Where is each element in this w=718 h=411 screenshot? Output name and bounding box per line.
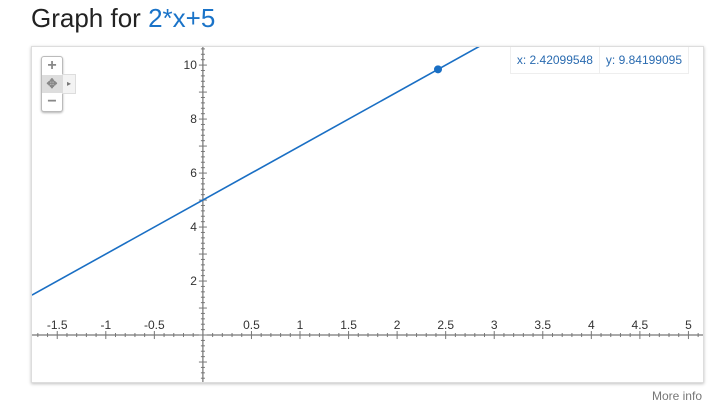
readout-y: y: 9.84199095 [598, 47, 688, 73]
x-tick-label: 4.5 [632, 318, 649, 332]
x-tick-label: 3 [491, 318, 498, 332]
x-tick-label: -0.5 [144, 318, 165, 332]
x-tick-label: 1 [297, 318, 304, 332]
y-tick-label: 4 [190, 220, 197, 234]
plot-svg[interactable]: -1.5 -1 -0.5 0.5 1 1.5 2 2.5 3 3.5 4 4.5 5 2 4 6 8 10 [32, 47, 703, 382]
x-tick-label: 3.5 [534, 318, 551, 332]
x-tick-label: 1.5 [340, 318, 357, 332]
expand-arrow-icon[interactable]: ▸ [62, 74, 76, 94]
more-info-link[interactable]: More info [651, 389, 702, 403]
y-tick-label: 6 [190, 166, 197, 180]
zoom-out-button[interactable]: − [47, 93, 57, 110]
title-function: 2*x+5 [148, 3, 216, 33]
x-tick-label: 5 [685, 318, 692, 332]
zoom-in-button[interactable]: + [47, 57, 57, 74]
readout-x: x: 2.42099548 [516, 53, 593, 67]
coordinate-readout: x: 2.42099548 y: 9.84199095 [509, 47, 689, 74]
page-title: Graph for 2*x+5 [31, 3, 215, 34]
title-prefix: Graph for [31, 3, 149, 33]
pan-icon[interactable]: ✥ [42, 75, 62, 93]
y-tick-label: 8 [190, 112, 197, 126]
x-tick-label: -1 [100, 318, 111, 332]
x-tick-label: 2.5 [437, 318, 454, 332]
y-tick-label: 10 [184, 58, 198, 72]
x-tick-label: 2 [394, 318, 401, 332]
graph-area[interactable]: -1.5 -1 -0.5 0.5 1 1.5 2 2.5 3 3.5 4 4.5 5 2 4 6 8 10 + ✥… [31, 46, 704, 383]
x-tick-label: 4 [588, 318, 595, 332]
function-line [32, 47, 480, 296]
x-tick-label: -1.5 [47, 318, 68, 332]
y-tick-label: 2 [190, 274, 197, 288]
x-tick-label: 0.5 [243, 318, 260, 332]
highlight-point [433, 65, 442, 74]
zoom-controls: + ✥ − [41, 56, 63, 112]
